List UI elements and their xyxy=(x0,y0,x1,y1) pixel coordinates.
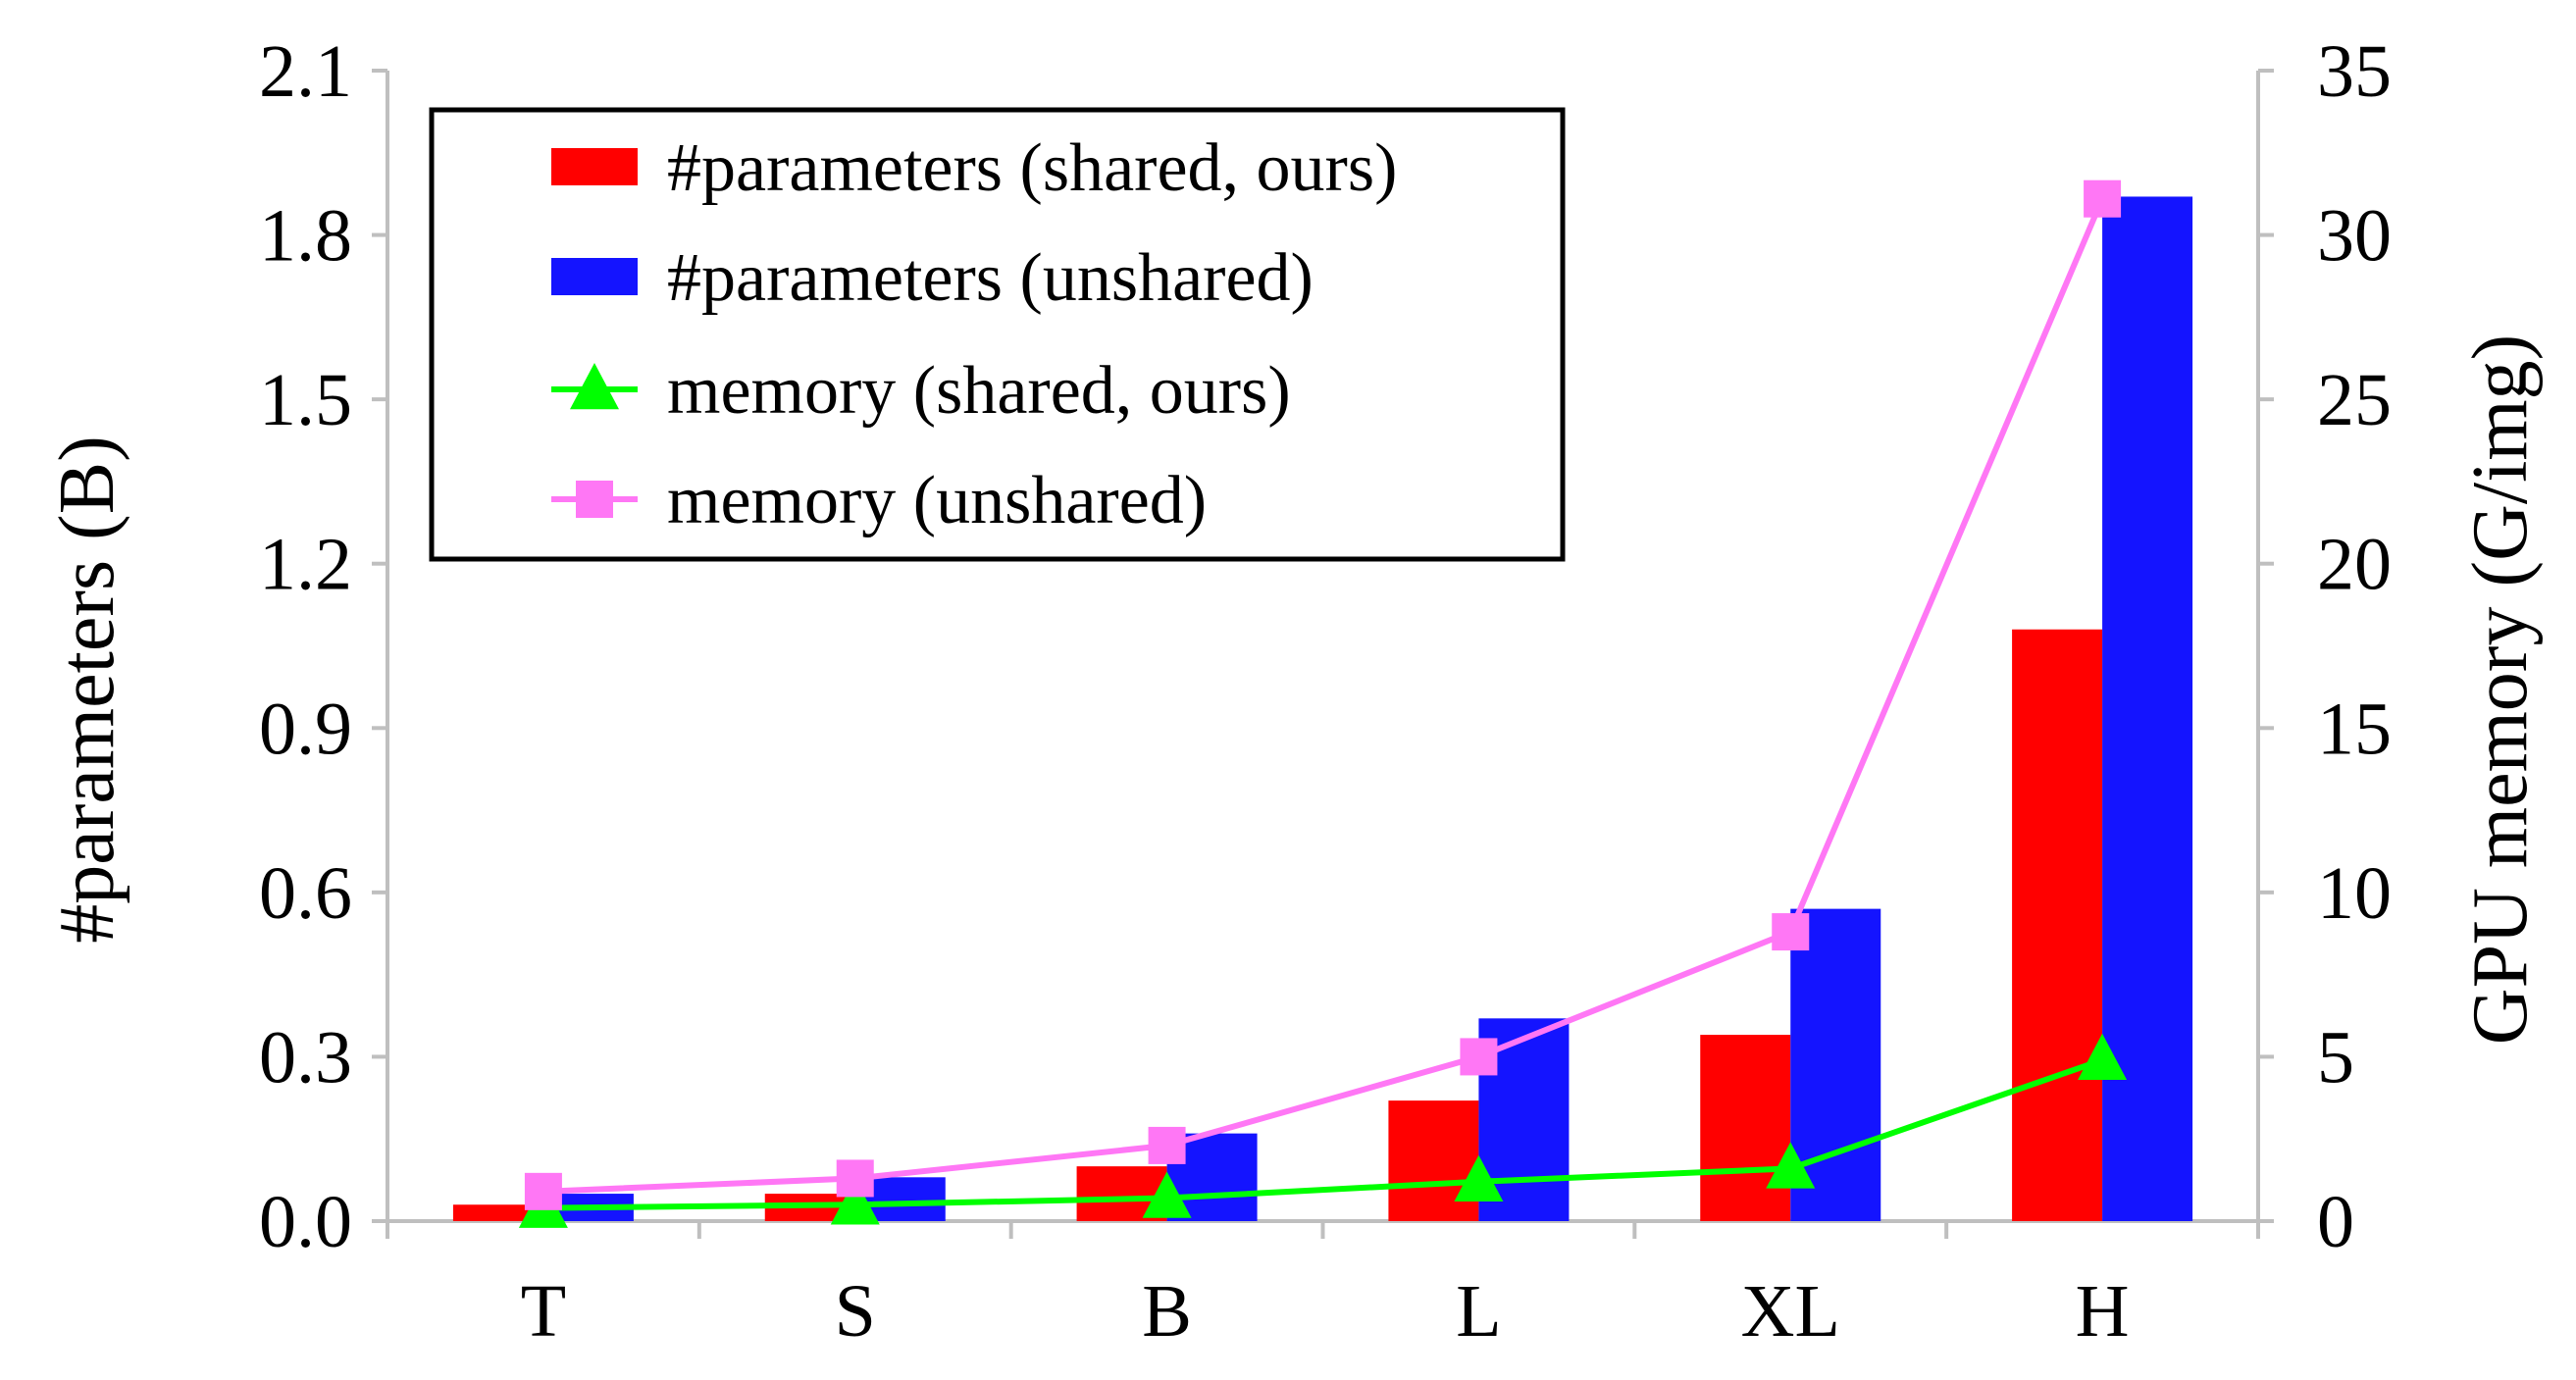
x-tick-label: L xyxy=(1456,1270,1501,1353)
legend-marker xyxy=(576,481,613,518)
bar xyxy=(1700,1035,1791,1221)
x-tick-label: XL xyxy=(1741,1270,1840,1353)
line-point xyxy=(1142,1171,1192,1218)
line-point xyxy=(2078,1033,2128,1081)
line-point xyxy=(524,1172,562,1210)
line-point xyxy=(836,1159,874,1198)
axes-layer: 0.0 0.3 0.6 0.9 1.2 1.5 1.8 2.1 0 5 10 15 20 25 30 35 T S… xyxy=(259,30,2392,1353)
line-point xyxy=(830,1178,880,1225)
y-left-tick-label: 1.5 xyxy=(259,359,352,441)
legend-swatch xyxy=(551,258,638,295)
y-right-tick-label: 0 xyxy=(2317,1181,2354,1263)
y-axis-left-title: #parameters (B) xyxy=(44,435,130,944)
y-left-tick-label: 0.9 xyxy=(259,688,352,770)
lines-layer xyxy=(518,179,2128,1228)
y-axis-right-title: GPU memory (G/img) xyxy=(2457,334,2544,1045)
x-tick-label: S xyxy=(835,1270,876,1353)
y-left-tick-label: 1.8 xyxy=(259,195,352,278)
series-line xyxy=(542,197,2105,1195)
y-left-tick-label: 0.0 xyxy=(259,1181,352,1263)
x-tick-label: B xyxy=(1142,1270,1192,1353)
y-right-tick-label: 30 xyxy=(2317,195,2392,278)
bar xyxy=(2012,629,2103,1221)
legend-marker xyxy=(570,363,619,410)
bar xyxy=(452,1204,543,1221)
legend-label: #parameters (unshared) xyxy=(667,240,1314,316)
line-point xyxy=(1766,1142,1816,1189)
y-right-tick-label: 25 xyxy=(2317,359,2392,441)
line-point xyxy=(1772,913,1810,951)
legend-label: #parameters (shared, ours) xyxy=(667,130,1397,206)
y-right-tick-label: 15 xyxy=(2317,688,2392,770)
y-left-tick-label: 0.6 xyxy=(259,852,352,935)
x-tick-label: T xyxy=(521,1270,566,1353)
line-point xyxy=(2084,179,2122,218)
y-right-tick-label: 20 xyxy=(2317,524,2392,606)
series-line xyxy=(542,1056,2104,1211)
bar xyxy=(1790,908,1881,1221)
legend-swatch xyxy=(551,148,638,185)
x-tick-label: H xyxy=(2076,1270,2130,1353)
y-right-tick-label: 35 xyxy=(2317,30,2392,113)
line-point xyxy=(1148,1126,1186,1164)
legend-label: memory (shared, ours) xyxy=(667,353,1291,429)
y-left-tick-label: 1.2 xyxy=(259,524,352,606)
y-left-tick-label: 0.3 xyxy=(259,1016,352,1099)
legend: #parameters (shared, ours) #parameters (u… xyxy=(429,107,1566,562)
legend-label: memory (unshared) xyxy=(667,463,1207,538)
line-point xyxy=(1460,1038,1498,1076)
y-right-tick-label: 5 xyxy=(2317,1016,2354,1099)
bar xyxy=(1388,1100,1479,1221)
y-right-tick-label: 10 xyxy=(2317,852,2392,935)
line-point xyxy=(1454,1154,1504,1202)
y-left-tick-label: 2.1 xyxy=(259,30,352,113)
bar xyxy=(2102,196,2193,1221)
